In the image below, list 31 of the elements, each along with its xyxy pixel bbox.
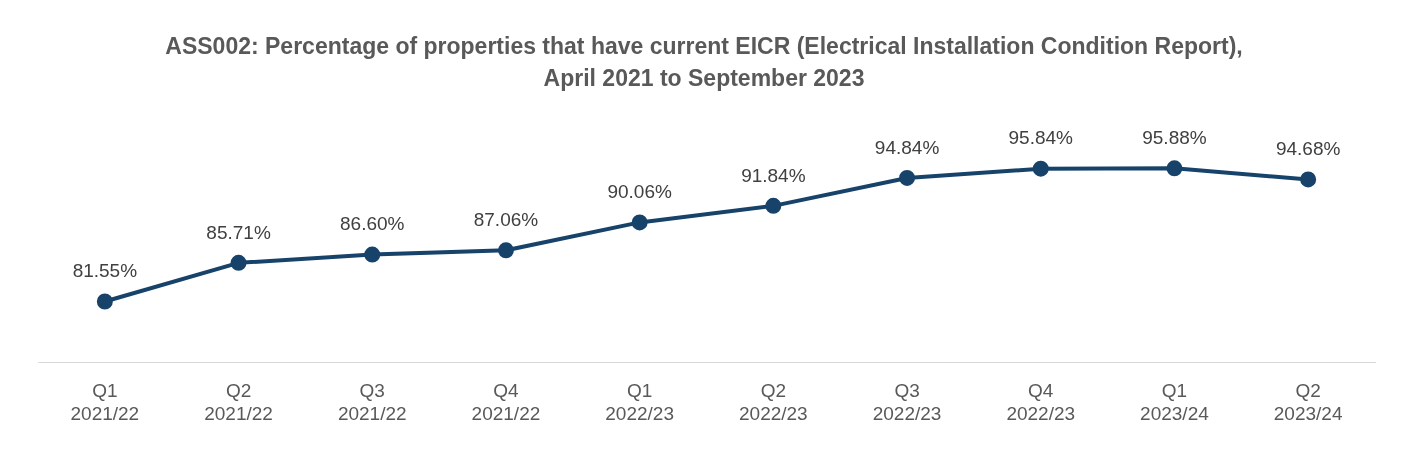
data-label: 86.60%	[340, 213, 405, 235]
data-label: 81.55%	[72, 260, 138, 282]
x-tick-label: Q2 2023/24	[1273, 380, 1343, 424]
point	[631, 214, 648, 231]
x-tick-label: Q2 2021/22	[204, 380, 273, 424]
data-label: 94.84%	[874, 136, 940, 158]
point	[1032, 160, 1049, 177]
point	[1166, 160, 1183, 177]
point	[1300, 171, 1317, 188]
point	[96, 293, 113, 310]
chart-title: ASS002: Percentage of properties that have current EICR (Electrical Installation Condition Report), April 2021 to September 2023	[164, 32, 1244, 93]
data-label: 95.88%	[1142, 127, 1207, 149]
x-tick-label: Q3 2021/22	[337, 380, 407, 424]
x-tick-label: Q3 2022/23	[872, 380, 942, 424]
data-label: 94.68%	[1275, 138, 1341, 160]
x-tick-label: Q4 2022/23	[1006, 380, 1076, 424]
point	[230, 254, 247, 271]
x-tick-label: Q1 2022/23	[605, 380, 674, 424]
data-label: 87.06%	[473, 209, 539, 231]
data-label: 95.84%	[1008, 127, 1074, 149]
x-tick-label: Q1 2021/22	[70, 380, 140, 424]
point	[364, 246, 381, 263]
data-label: 91.84%	[741, 164, 806, 186]
data-label: 90.06%	[607, 181, 672, 203]
point	[899, 169, 916, 186]
point	[765, 197, 782, 214]
x-tick-label: Q4 2021/22	[471, 380, 541, 424]
x-tick-label: Q1 2023/24	[1140, 380, 1210, 424]
point	[497, 242, 514, 259]
data-label: 85.71%	[206, 221, 271, 243]
x-tick-label: Q2 2022/23	[739, 380, 808, 424]
